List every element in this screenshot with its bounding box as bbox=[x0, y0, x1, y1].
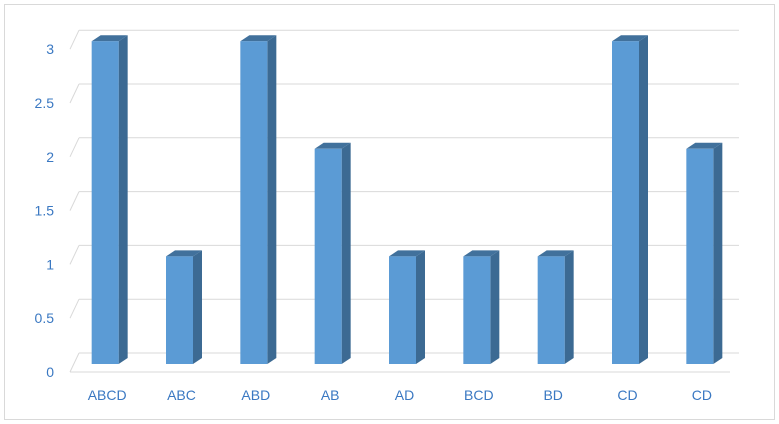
bar-top bbox=[612, 35, 648, 42]
x-tick-label: ABC bbox=[167, 387, 196, 403]
bar-side bbox=[193, 250, 202, 364]
bar-front bbox=[686, 148, 714, 364]
gridline-side bbox=[69, 83, 80, 104]
bar-top bbox=[314, 142, 351, 149]
bar-top bbox=[240, 35, 277, 42]
bar-layer bbox=[91, 35, 723, 364]
y-tick-label: 0 bbox=[46, 364, 54, 380]
gridline-side bbox=[69, 137, 80, 158]
y-tick-label: 3 bbox=[46, 41, 54, 57]
y-tick-label: 0.5 bbox=[35, 310, 55, 326]
x-tick-label: CD bbox=[617, 387, 637, 403]
label-layer: 0 0.5 1 1.5 2 2.5 3 ABCD ABC ABD AB AD BCD BD CD CD bbox=[35, 41, 712, 403]
gridline-side bbox=[69, 29, 80, 50]
x-tick-label: AD bbox=[395, 387, 414, 403]
bar-side bbox=[639, 35, 648, 364]
bar-front bbox=[537, 256, 565, 364]
y-tick-label: 1.5 bbox=[35, 203, 55, 219]
bar bbox=[166, 250, 202, 364]
bar-side bbox=[416, 250, 425, 364]
bar bbox=[240, 35, 277, 364]
x-tick-label: AB bbox=[321, 387, 340, 403]
bar-front bbox=[463, 256, 491, 364]
gridline-side bbox=[69, 352, 80, 373]
bar-side bbox=[490, 250, 500, 364]
bar-front bbox=[612, 41, 639, 364]
bar-front bbox=[166, 256, 193, 364]
bar-front bbox=[314, 148, 342, 364]
bar-front bbox=[91, 41, 119, 364]
x-tick-label: ABD bbox=[241, 387, 270, 403]
bar-side bbox=[341, 142, 351, 364]
bar-top bbox=[686, 142, 723, 149]
bar-side bbox=[267, 35, 277, 364]
bar-front bbox=[240, 41, 268, 364]
gridline-side bbox=[69, 191, 80, 211]
bar-side bbox=[713, 142, 723, 364]
bar-top bbox=[389, 250, 425, 257]
gridline-side bbox=[69, 245, 80, 265]
x-tick-label: BD bbox=[543, 387, 562, 403]
bar-top bbox=[537, 250, 574, 257]
x-tick-label: ABCD bbox=[88, 387, 127, 403]
bar bbox=[612, 35, 648, 364]
bar-top bbox=[91, 35, 128, 42]
bar-side bbox=[564, 250, 574, 364]
bar bbox=[389, 250, 425, 364]
x-tick-label: CD bbox=[692, 387, 712, 403]
bar-side bbox=[118, 35, 128, 364]
bar-front bbox=[389, 256, 416, 364]
y-tick-label: 1 bbox=[46, 256, 54, 272]
bar bbox=[686, 142, 723, 364]
x-tick-label: BCD bbox=[464, 387, 494, 403]
bar-top bbox=[166, 250, 202, 257]
bar-top bbox=[463, 250, 500, 257]
bar bbox=[537, 250, 574, 364]
y-tick-label: 2 bbox=[46, 149, 54, 165]
y-tick-label: 2.5 bbox=[35, 95, 55, 111]
bar bbox=[314, 142, 351, 364]
gridline-side bbox=[69, 298, 80, 319]
bar bbox=[91, 35, 128, 364]
bar bbox=[463, 250, 500, 364]
